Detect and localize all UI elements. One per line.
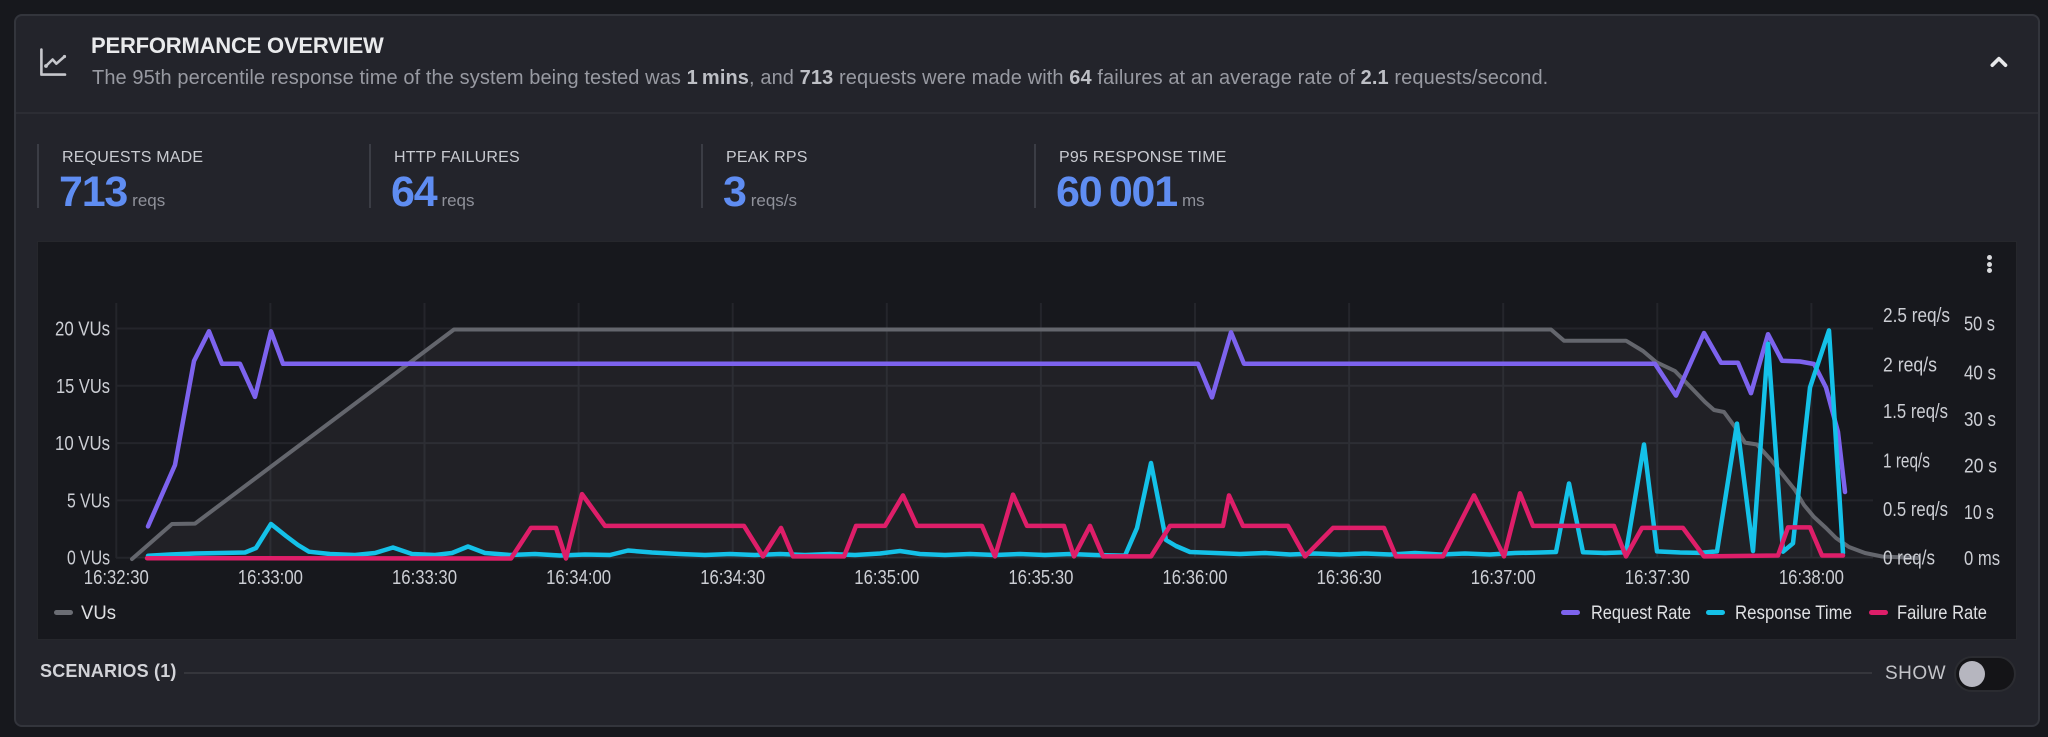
- svg-text:0 VUs: 0 VUs: [67, 548, 110, 570]
- svg-text:16:35:00: 16:35:00: [854, 567, 919, 589]
- svg-text:10 VUs: 10 VUs: [55, 433, 110, 455]
- svg-text:50 s: 50 s: [1964, 313, 1995, 335]
- svg-text:40 s: 40 s: [1964, 363, 1996, 385]
- svg-text:15 VUs: 15 VUs: [56, 376, 110, 398]
- svg-text:16:37:00: 16:37:00: [1471, 567, 1536, 589]
- svg-text:16:33:00: 16:33:00: [238, 567, 303, 589]
- svg-text:20 s: 20 s: [1964, 455, 1997, 477]
- svg-text:16:37:30: 16:37:30: [1625, 567, 1690, 589]
- svg-text:16:36:30: 16:36:30: [1317, 567, 1382, 589]
- svg-text:16:38:00: 16:38:00: [1779, 567, 1844, 589]
- svg-text:16:34:30: 16:34:30: [700, 567, 765, 589]
- svg-text:1.5 req/s: 1.5 req/s: [1883, 401, 1948, 423]
- svg-text:0 req/s: 0 req/s: [1883, 547, 1935, 569]
- svg-text:30 s: 30 s: [1964, 409, 1996, 431]
- svg-text:16:34:00: 16:34:00: [546, 567, 611, 589]
- svg-text:10 s: 10 s: [1964, 502, 1994, 524]
- svg-text:0.5 req/s: 0.5 req/s: [1883, 499, 1948, 521]
- svg-text:16:33:30: 16:33:30: [392, 567, 457, 589]
- svg-text:Request Rate: Request Rate: [1591, 603, 1691, 624]
- svg-text:16:36:00: 16:36:00: [1163, 567, 1228, 589]
- svg-text:VUs: VUs: [81, 603, 116, 624]
- svg-text:5 VUs: 5 VUs: [67, 490, 110, 512]
- svg-text:0 ms: 0 ms: [1964, 548, 2000, 570]
- svg-text:2 req/s: 2 req/s: [1883, 354, 1937, 376]
- svg-text:20 VUs: 20 VUs: [55, 319, 110, 341]
- svg-text:Response Time: Response Time: [1735, 603, 1852, 624]
- svg-text:16:32:30: 16:32:30: [84, 567, 149, 589]
- svg-text:2.5 req/s: 2.5 req/s: [1883, 305, 1950, 327]
- svg-text:1 req/s: 1 req/s: [1883, 450, 1930, 472]
- svg-text:16:35:30: 16:35:30: [1008, 567, 1073, 589]
- svg-text:Failure Rate: Failure Rate: [1897, 603, 1987, 624]
